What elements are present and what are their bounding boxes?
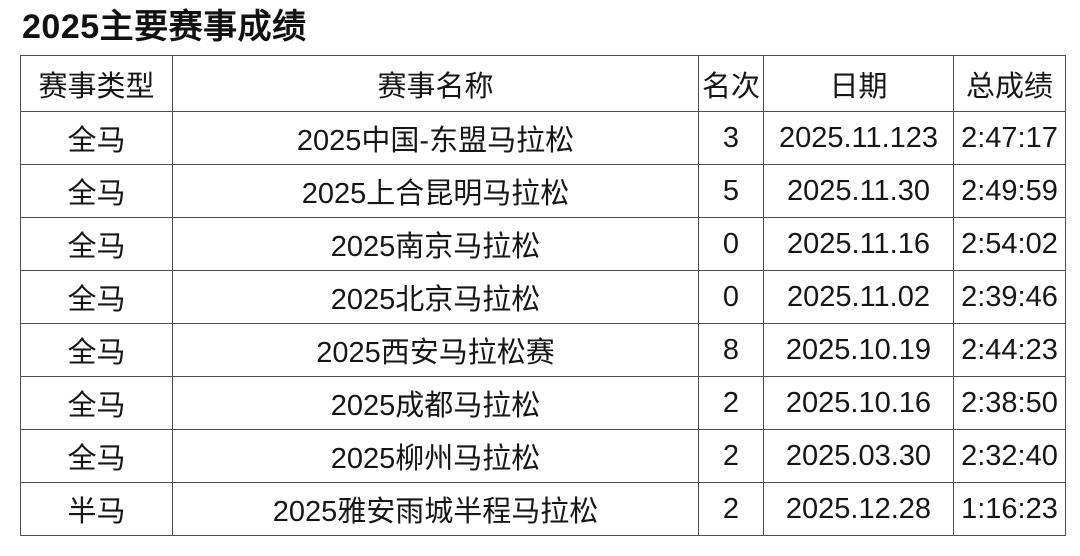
- cell-rank: 2: [698, 482, 764, 537]
- cell-result: 2:49:59: [953, 164, 1066, 219]
- cell-rank: 0: [698, 217, 764, 272]
- header-rank: 名次: [698, 55, 764, 113]
- table-head: 赛事类型 赛事名称 名次 日期 总成绩: [20, 55, 1066, 113]
- cell-race-name: 2025柳州马拉松: [172, 429, 699, 484]
- page-title: 2025主要赛事成绩: [22, 8, 307, 46]
- cell-race-name: 2025雅安雨城半程马拉松: [172, 482, 699, 537]
- cell-date: 2025.11.16: [763, 217, 954, 272]
- cell-rank: 2: [698, 429, 764, 484]
- cell-rank: 8: [698, 323, 764, 378]
- cell-result: 2:44:23: [953, 323, 1066, 378]
- cell-result: 1:16:23: [953, 482, 1066, 537]
- cell-result: 2:47:17: [953, 111, 1066, 166]
- table-body: 全马 2025中国-东盟马拉松 3 2025.11.123 2:47:17 全马 2025上…: [20, 111, 1066, 537]
- cell-race-type: 全马: [20, 323, 173, 378]
- cell-date: 2025.11.02: [763, 270, 954, 325]
- table-row: 全马 2025南京马拉松 0 2025.11.16 2:54:02: [20, 217, 1066, 272]
- cell-race-type: 全马: [20, 217, 173, 272]
- cell-race-name: 2025北京马拉松: [172, 270, 699, 325]
- cell-date: 2025.11.123: [763, 111, 954, 166]
- header-date: 日期: [763, 55, 954, 113]
- results-table: 赛事类型 赛事名称 名次 日期 总成绩 全马 2025中国-东盟马拉松 3 2025.11.1…: [20, 55, 1066, 537]
- cell-race-type: 全马: [20, 376, 173, 431]
- cell-date: 2025.10.19: [763, 323, 954, 378]
- cell-date: 2025.12.28: [763, 482, 954, 537]
- cell-result: 2:54:02: [953, 217, 1066, 272]
- cell-race-type: 全马: [20, 270, 173, 325]
- header-race-type: 赛事类型: [20, 55, 173, 113]
- cell-race-name: 2025成都马拉松: [172, 376, 699, 431]
- table-row: 全马 2025柳州马拉松 2 2025.03.30 2:32:40: [20, 429, 1066, 484]
- cell-race-name: 2025中国-东盟马拉松: [172, 111, 699, 166]
- table-row: 全马 2025中国-东盟马拉松 3 2025.11.123 2:47:17: [20, 111, 1066, 166]
- cell-date: 2025.10.16: [763, 376, 954, 431]
- cell-race-type: 全马: [20, 429, 173, 484]
- table-row: 半马 2025雅安雨城半程马拉松 2 2025.12.28 1:16:23: [20, 482, 1066, 537]
- cell-rank: 0: [698, 270, 764, 325]
- cell-race-type: 全马: [20, 111, 173, 166]
- cell-rank: 2: [698, 376, 764, 431]
- header-race-name: 赛事名称: [172, 55, 699, 113]
- cell-race-type: 半马: [20, 482, 173, 537]
- cell-result: 2:38:50: [953, 376, 1066, 431]
- header-result: 总成绩: [953, 55, 1066, 113]
- table-row: 全马 2025上合昆明马拉松 5 2025.11.30 2:49:59: [20, 164, 1066, 219]
- cell-race-name: 2025西安马拉松赛: [172, 323, 699, 378]
- cell-date: 2025.11.30: [763, 164, 954, 219]
- table-row: 全马 2025北京马拉松 0 2025.11.02 2:39:46: [20, 270, 1066, 325]
- cell-date: 2025.03.30: [763, 429, 954, 484]
- cell-race-name: 2025南京马拉松: [172, 217, 699, 272]
- cell-race-type: 全马: [20, 164, 173, 219]
- table-header-row: 赛事类型 赛事名称 名次 日期 总成绩: [20, 55, 1066, 113]
- cell-race-name: 2025上合昆明马拉松: [172, 164, 699, 219]
- table-row: 全马 2025成都马拉松 2 2025.10.16 2:38:50: [20, 376, 1066, 431]
- table-row: 全马 2025西安马拉松赛 8 2025.10.19 2:44:23: [20, 323, 1066, 378]
- cell-result: 2:39:46: [953, 270, 1066, 325]
- cell-rank: 3: [698, 111, 764, 166]
- cell-result: 2:32:40: [953, 429, 1066, 484]
- cell-rank: 5: [698, 164, 764, 219]
